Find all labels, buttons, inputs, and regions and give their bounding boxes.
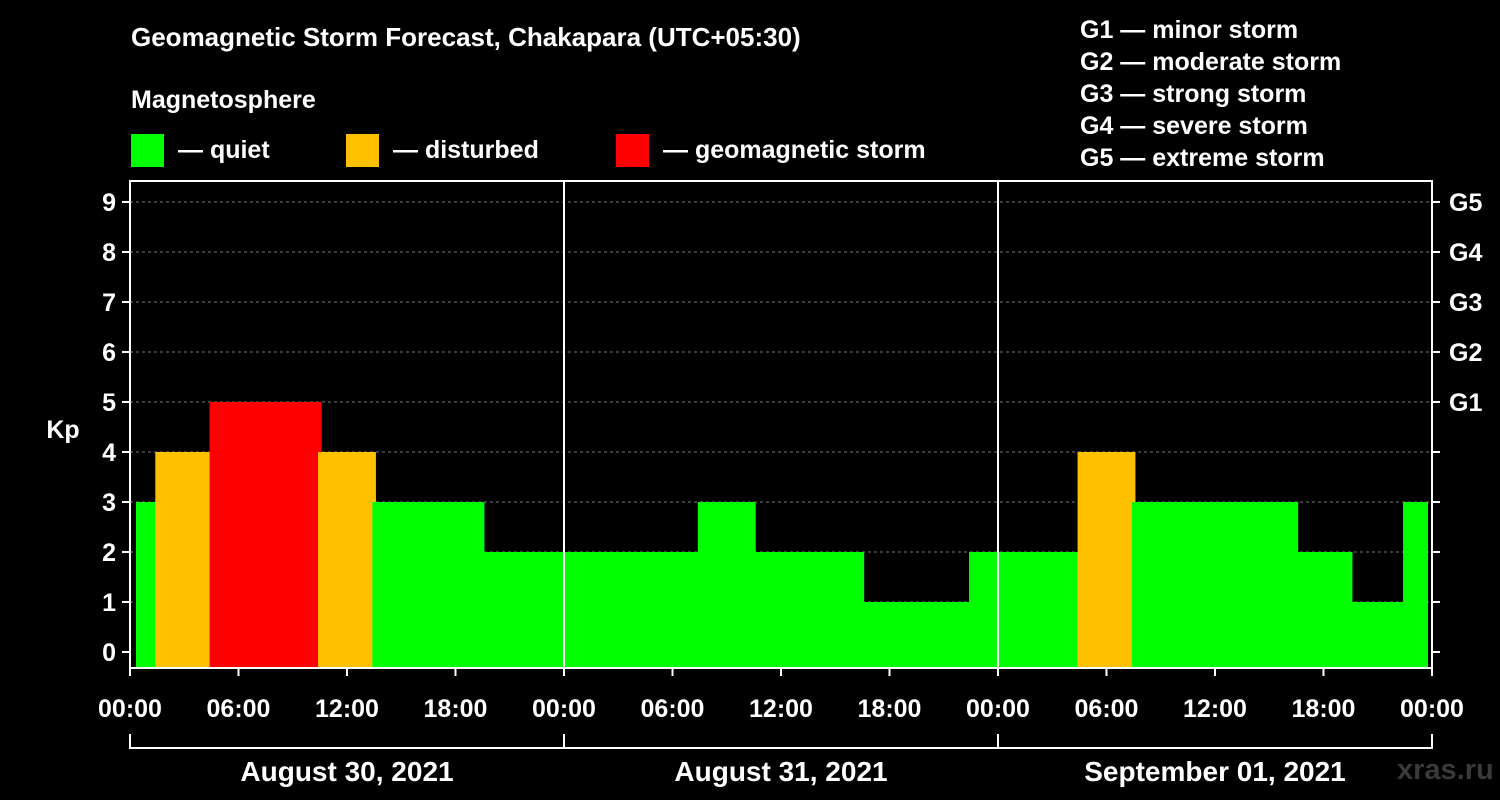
x-tick-label: 18:00	[858, 695, 922, 723]
kp-bar	[860, 602, 919, 668]
kp-bar	[1240, 502, 1299, 668]
watermark: xras.ru	[1397, 754, 1494, 786]
kp-bar	[480, 552, 539, 668]
x-tick-label: 12:00	[1183, 695, 1247, 723]
x-tick-label: 00:00	[98, 695, 162, 723]
legend-label-quiet: — quiet	[178, 135, 270, 164]
storm-level-tick-label: G5	[1449, 189, 1482, 217]
day-label: August 31, 2021	[674, 756, 887, 787]
kp-bar	[1294, 552, 1353, 668]
kp-bar	[589, 552, 648, 668]
storm-level-list: G1 — minor storm G2 — moderate storm G3 …	[1080, 14, 1341, 174]
kp-bar	[372, 502, 431, 668]
legend-label-disturbed: — disturbed	[393, 135, 539, 164]
y-tick-label: 8	[102, 239, 116, 267]
x-tick-label: 12:00	[315, 695, 379, 723]
day-label: September 01, 2021	[1084, 756, 1346, 787]
kp-bar	[1348, 602, 1407, 668]
y-tick-label: 3	[102, 489, 116, 517]
kp-bar	[1403, 502, 1428, 668]
legend-swatch-quiet	[131, 133, 164, 167]
kp-bar	[209, 402, 268, 668]
chart-title: Geomagnetic Storm Forecast, Chakapara (U…	[131, 22, 801, 52]
y-tick-label: 7	[102, 289, 116, 317]
x-tick-label: 06:00	[641, 695, 705, 723]
kp-bar	[136, 502, 159, 668]
storm-level-g3: G3 — strong storm	[1080, 80, 1307, 108]
kp-bar	[806, 552, 865, 668]
storm-level-tick-label: G3	[1449, 289, 1482, 317]
legend-swatch-storm	[616, 133, 649, 167]
legend-label-storm: — geomagnetic storm	[663, 135, 926, 164]
y-tick-label: 4	[102, 439, 116, 467]
y-tick-label: 2	[102, 539, 116, 567]
kp-bar	[914, 602, 973, 668]
kp-bar	[752, 552, 810, 668]
legend-item-quiet: — quiet	[131, 133, 270, 167]
day-label: August 30, 2021	[240, 756, 453, 787]
legend-title: Magnetosphere	[131, 86, 316, 114]
storm-level-g1: G1 — minor storm	[1080, 16, 1299, 44]
storm-level-tick-label: G1	[1449, 389, 1482, 417]
x-tick-label: 00:00	[1400, 695, 1464, 723]
kp-bar	[318, 452, 376, 668]
x-tick-label: 06:00	[207, 695, 271, 723]
storm-level-g4: G4 — severe storm	[1080, 112, 1308, 140]
x-tick-label: 18:00	[424, 695, 488, 723]
legend-item-storm: — geomagnetic storm	[616, 133, 926, 167]
storm-level-tick-label: G2	[1449, 339, 1482, 367]
x-tick-label: 18:00	[1292, 695, 1356, 723]
kp-bar	[155, 452, 214, 668]
y-tick-label: 6	[102, 339, 116, 367]
storm-level-g2: G2 — moderate storm	[1080, 48, 1342, 76]
legend-item-disturbed: — disturbed	[346, 133, 539, 167]
y-axis-label: Kp	[46, 416, 79, 444]
kp-bar	[1131, 502, 1190, 668]
storm-level-tick-label: G4	[1449, 239, 1482, 267]
y-tick-label: 5	[102, 389, 116, 417]
x-tick-label: 06:00	[1075, 695, 1139, 723]
kp-bar	[697, 502, 756, 668]
kp-bar	[1186, 502, 1244, 668]
x-tick-label: 12:00	[749, 695, 813, 723]
kp-bar	[1023, 552, 1082, 668]
storm-level-g5: G5 — extreme storm	[1080, 144, 1325, 172]
x-tick-label: 00:00	[966, 695, 1030, 723]
legend-swatch-disturbed	[346, 133, 379, 167]
y-tick-label: 9	[102, 189, 116, 217]
y-tick-label: 0	[102, 639, 116, 667]
kp-bar	[1077, 452, 1136, 668]
y-tick-label: 1	[102, 589, 116, 617]
kp-bar	[643, 552, 702, 668]
kp-bar	[426, 502, 485, 668]
x-tick-label: 00:00	[532, 695, 596, 723]
kp-bar	[263, 402, 322, 668]
